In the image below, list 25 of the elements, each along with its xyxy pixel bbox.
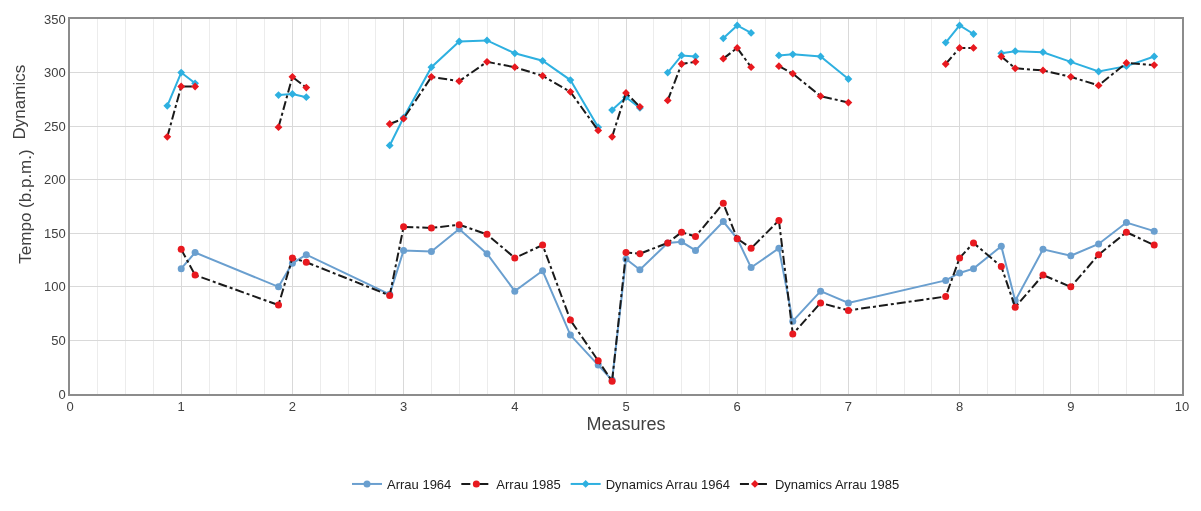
- y-tick-label: 100: [43, 279, 66, 295]
- y-tick-label: 150: [43, 225, 66, 241]
- x-tick-label: 6: [733, 399, 741, 415]
- x-tick-label: 9: [1067, 399, 1075, 415]
- legend-label: Dynamics Arrau 1964: [605, 477, 730, 493]
- y-tick-label: 200: [43, 172, 66, 188]
- y-tick-label: 50: [51, 332, 66, 348]
- legend-label: Dynamics Arrau 1985: [774, 477, 900, 493]
- text: Dynamics: [10, 64, 30, 140]
- x-tick-label: 5: [622, 399, 630, 415]
- x-axis-title: Measures: [586, 414, 666, 435]
- x-tick-label: 1: [177, 399, 185, 415]
- x-tick-label: 8: [955, 399, 964, 415]
- x-tick-label: 10: [1174, 399, 1190, 415]
- y-tick-label: 300: [43, 65, 66, 81]
- y-axis-title: Tempo (b.p.m.): [16, 149, 35, 264]
- x-tick-label: 7: [844, 399, 853, 415]
- legend-label: Arrau 1985: [496, 477, 561, 493]
- y-tick-label: 250: [43, 118, 66, 134]
- y-tick-label: 350: [43, 11, 66, 27]
- y-tick-label: 0: [58, 386, 66, 402]
- x-tick-label: 2: [288, 399, 297, 415]
- x-tick-label: 4: [511, 399, 519, 415]
- x-tick-label: 3: [399, 399, 408, 415]
- legend-label: Arrau 1964: [387, 477, 452, 493]
